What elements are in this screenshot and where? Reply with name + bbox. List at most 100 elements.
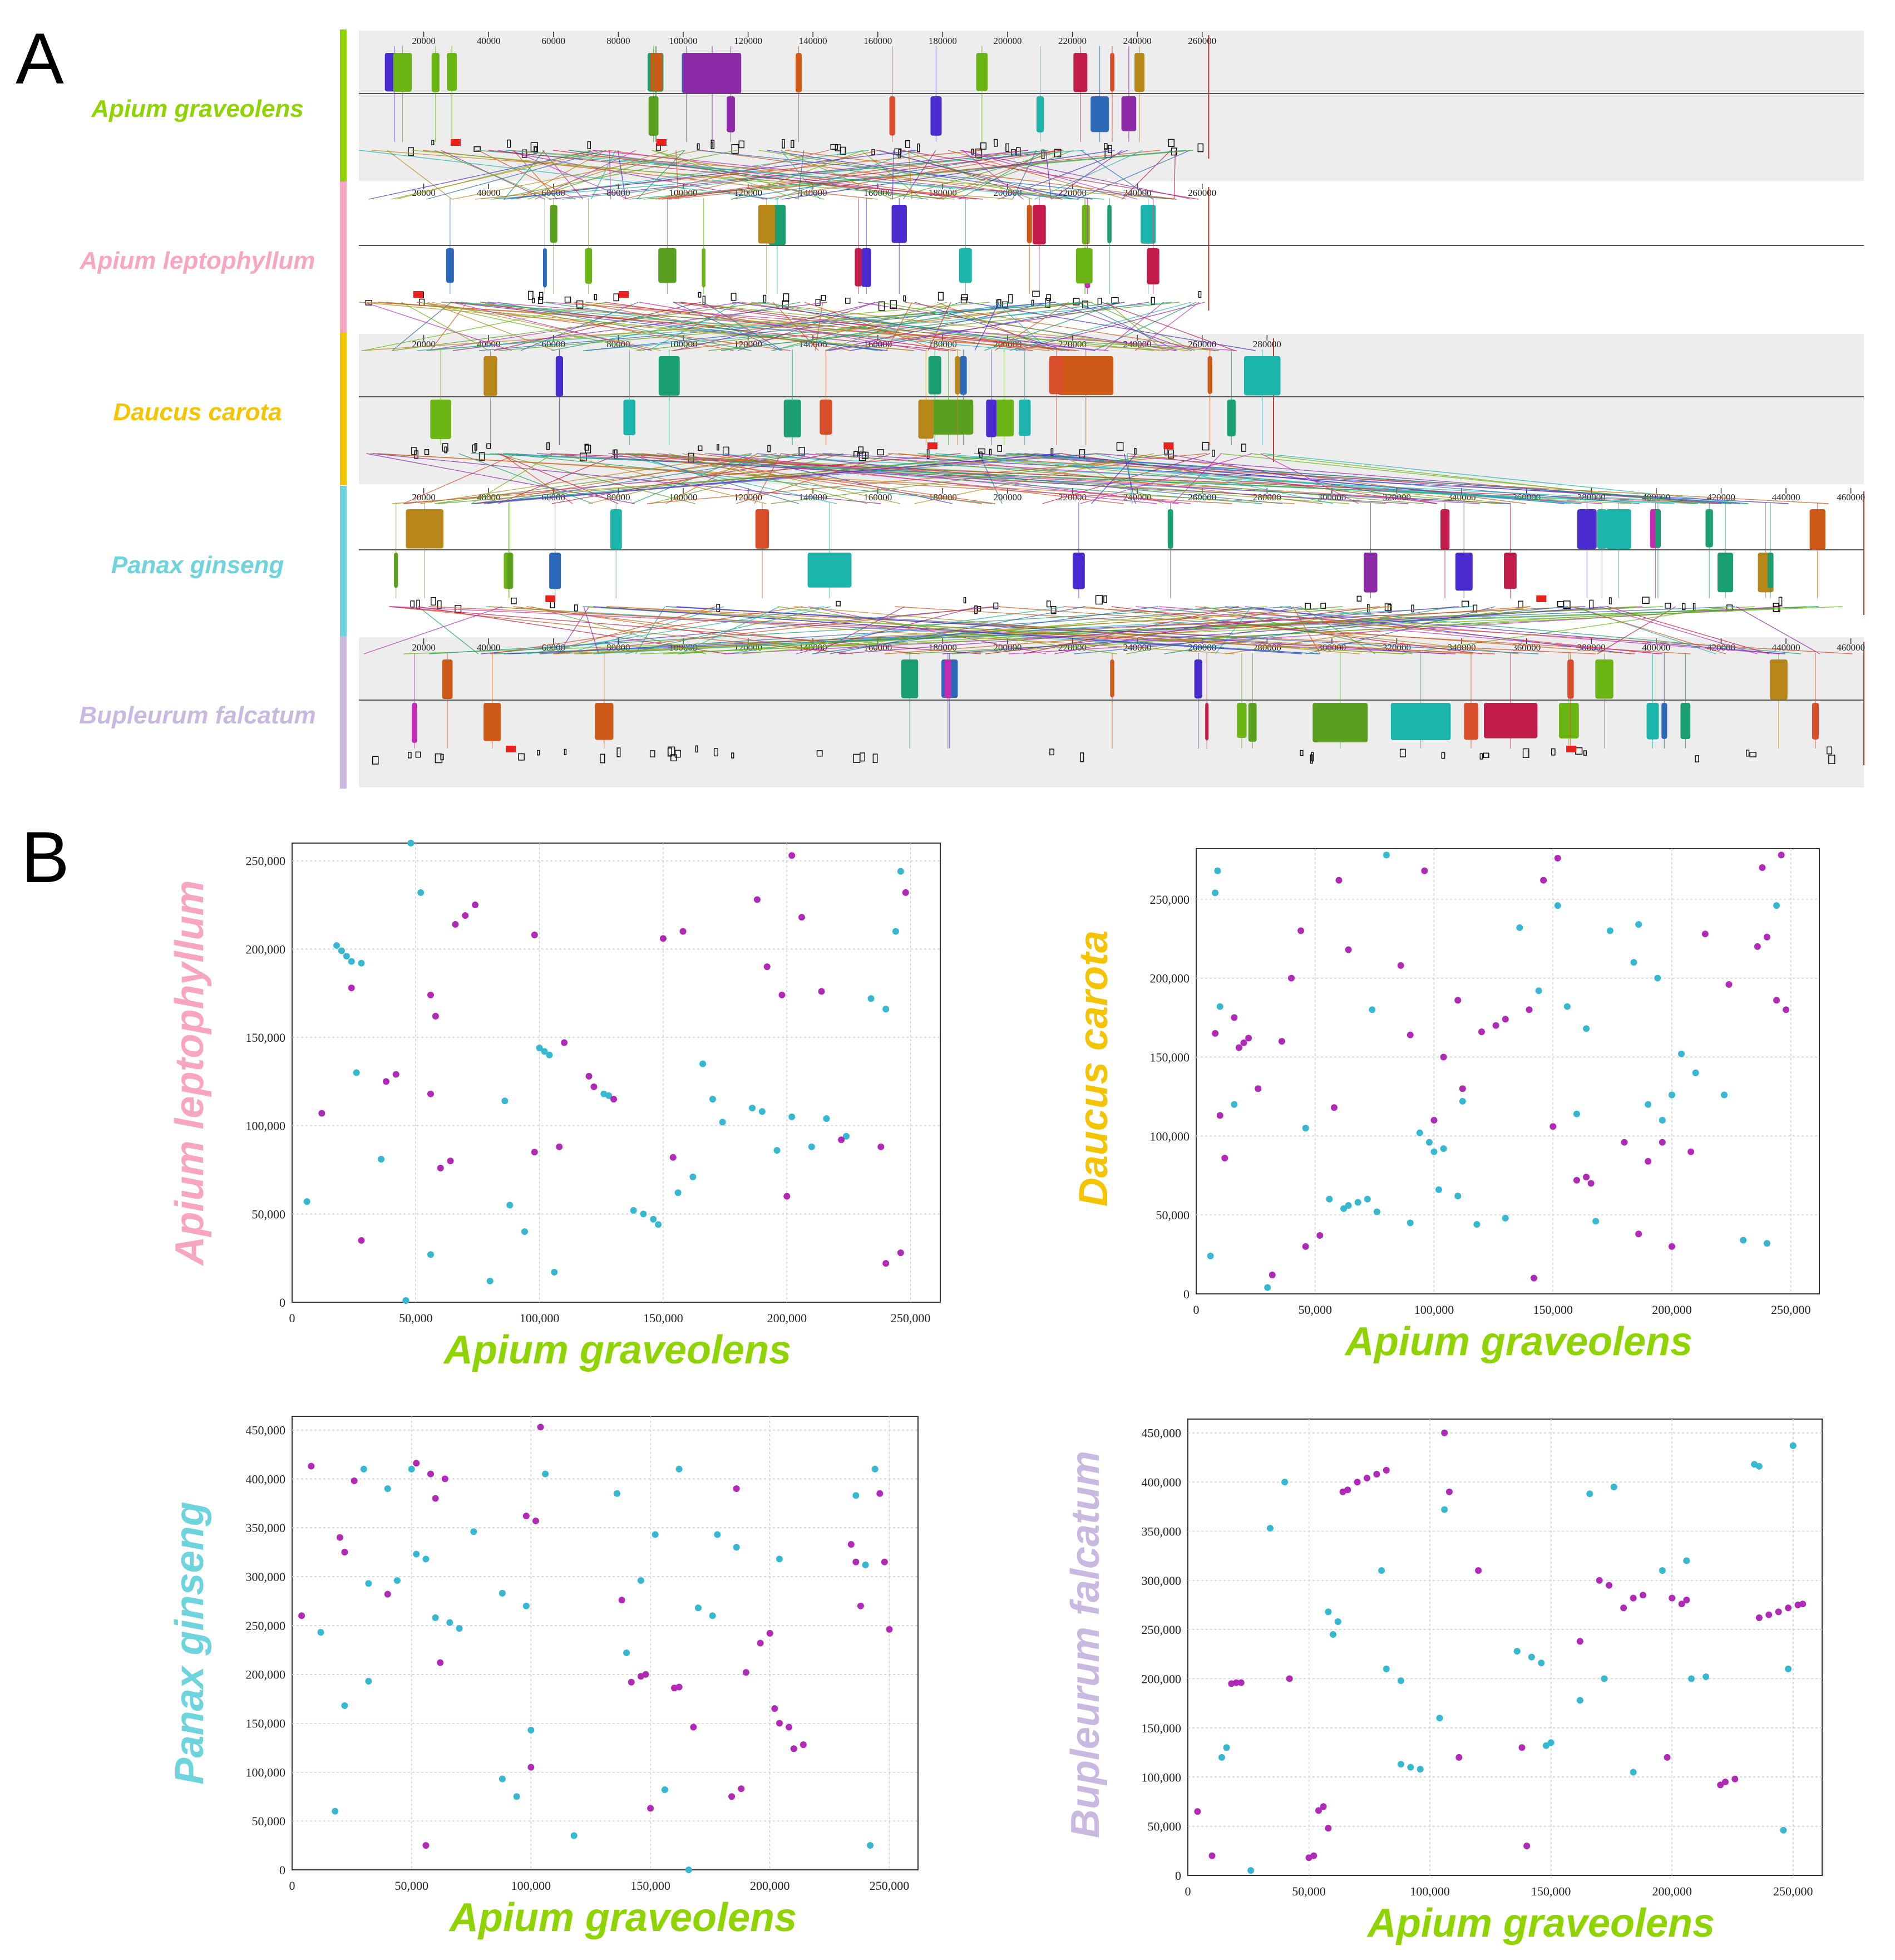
reverse-match-dot xyxy=(1287,974,1295,982)
reverse-match-dot xyxy=(852,1558,860,1565)
synteny-connector xyxy=(366,453,635,504)
x-tick-label: 0 xyxy=(1185,1884,1191,1898)
reverse-match-dot xyxy=(1221,1155,1228,1162)
x-axis-title: Apium graveolens xyxy=(443,1328,791,1372)
reverse-match-dot xyxy=(1363,1475,1370,1482)
synteny-connector xyxy=(419,302,645,351)
forward-match-dot xyxy=(1383,1665,1390,1672)
synteny-connector xyxy=(503,150,916,200)
track-species-label: Daucus carota xyxy=(113,398,282,426)
reverse-match-dot xyxy=(786,1723,793,1731)
synteny-connector xyxy=(782,150,1115,200)
reverse-match-dot xyxy=(298,1612,305,1619)
reverse-match-dot xyxy=(1320,1803,1327,1810)
reverse-match-dot xyxy=(1344,1486,1351,1494)
synteny-connector xyxy=(1134,302,1200,351)
x-tick-label: 250,000 xyxy=(891,1311,931,1325)
gene-feature xyxy=(472,444,477,453)
forward-match-dot xyxy=(1659,1116,1666,1124)
forward-match-dot xyxy=(1547,1739,1555,1746)
synteny-connector xyxy=(886,302,912,351)
forward-match-dot xyxy=(1247,1867,1255,1874)
forward-match-dot xyxy=(640,1210,647,1218)
synteny-connector xyxy=(430,302,468,351)
synteny-connector xyxy=(565,302,1049,351)
tick-label: 20000 xyxy=(412,642,436,653)
synteny-connector xyxy=(488,150,983,200)
synteny-connector xyxy=(499,302,1082,351)
synteny-connector xyxy=(777,606,1118,654)
forward-match-dot xyxy=(1435,1186,1443,1193)
synteny-connector xyxy=(960,150,1192,200)
forward-match-dot xyxy=(1425,1139,1433,1146)
gene-feature xyxy=(1046,600,1051,608)
x-tick-label: 200,000 xyxy=(767,1311,807,1325)
forward-match-dot xyxy=(897,868,904,875)
reverse-match-dot xyxy=(1759,864,1766,871)
synteny-connector xyxy=(682,453,901,504)
y-tick-label: 250,000 xyxy=(1150,893,1190,907)
gene-feature xyxy=(674,750,681,758)
synteny-connector xyxy=(784,150,1177,200)
forward-match-dot xyxy=(333,942,340,949)
gene-feature xyxy=(564,748,567,755)
synteny-connector xyxy=(1164,453,1438,504)
gene-feature xyxy=(670,754,677,762)
forward-match-dot xyxy=(1407,1219,1414,1227)
plot-frame xyxy=(1187,1419,1823,1876)
synteny-track: Panax ginseng200004000060000800001000001… xyxy=(111,486,1865,638)
gene-feature xyxy=(539,292,544,301)
reverse-match-dot xyxy=(757,1639,764,1647)
forward-match-dot xyxy=(655,1221,662,1228)
gene-feature xyxy=(710,140,715,149)
synteny-connector xyxy=(1401,606,1728,654)
forward-match-dot xyxy=(1610,1483,1617,1490)
reverse-match-dot xyxy=(1216,1112,1223,1119)
rrna-locus xyxy=(1536,595,1547,602)
synteny-connector xyxy=(887,453,1829,504)
synteny-connector xyxy=(403,453,518,504)
gene-feature xyxy=(1073,298,1080,306)
synteny-connector xyxy=(1077,302,1177,351)
forward-match-dot xyxy=(1436,1715,1443,1722)
gene-feature xyxy=(594,294,598,301)
reverse-match-dot xyxy=(1731,1775,1739,1782)
synteny-connector xyxy=(904,150,1033,200)
reverse-match-dot xyxy=(800,1741,807,1749)
synteny-connector xyxy=(363,606,502,654)
reverse-match-dot xyxy=(790,1745,797,1752)
gene-feature xyxy=(424,449,430,455)
forward-match-dot xyxy=(637,1577,644,1584)
synteny-connector xyxy=(418,606,727,654)
gene-feature xyxy=(815,299,821,306)
forward-match-dot xyxy=(1789,1442,1797,1449)
forward-match-dot xyxy=(332,1808,339,1815)
gene-feature xyxy=(1483,752,1489,759)
synteny-connector xyxy=(583,606,599,654)
synteny-connector xyxy=(1063,606,1853,654)
x-tick-label: 50,000 xyxy=(399,1311,433,1325)
plot-frame xyxy=(1196,848,1820,1294)
reverse-match-dot xyxy=(1701,930,1709,938)
y-tick-label: 150,000 xyxy=(1142,1721,1182,1735)
tick-label: 40000 xyxy=(477,36,501,46)
gene-feature xyxy=(1050,605,1057,614)
y-tick-label: 250,000 xyxy=(246,1619,286,1633)
synteny-connector xyxy=(908,150,912,200)
gene-feature xyxy=(702,296,706,305)
reverse-match-dot xyxy=(1523,1842,1531,1849)
forward-match-dot xyxy=(422,1555,430,1563)
gene-feature xyxy=(937,292,944,301)
synteny-track: Bupleurum falcatum2000040000600008000010… xyxy=(79,636,1865,789)
synteny-connector xyxy=(894,606,1691,654)
gene-feature xyxy=(830,144,838,150)
y-tick-label: 200,000 xyxy=(1142,1672,1182,1686)
synteny-connector xyxy=(751,302,1189,351)
reverse-match-dot xyxy=(1620,1604,1627,1612)
gene-feature xyxy=(564,296,571,303)
tick-label: 120000 xyxy=(734,339,762,349)
reverse-match-dot xyxy=(447,1158,454,1165)
reverse-match-dot xyxy=(522,1513,530,1520)
track-species-label: Panax ginseng xyxy=(111,551,284,579)
reverse-match-dot xyxy=(1345,946,1352,953)
